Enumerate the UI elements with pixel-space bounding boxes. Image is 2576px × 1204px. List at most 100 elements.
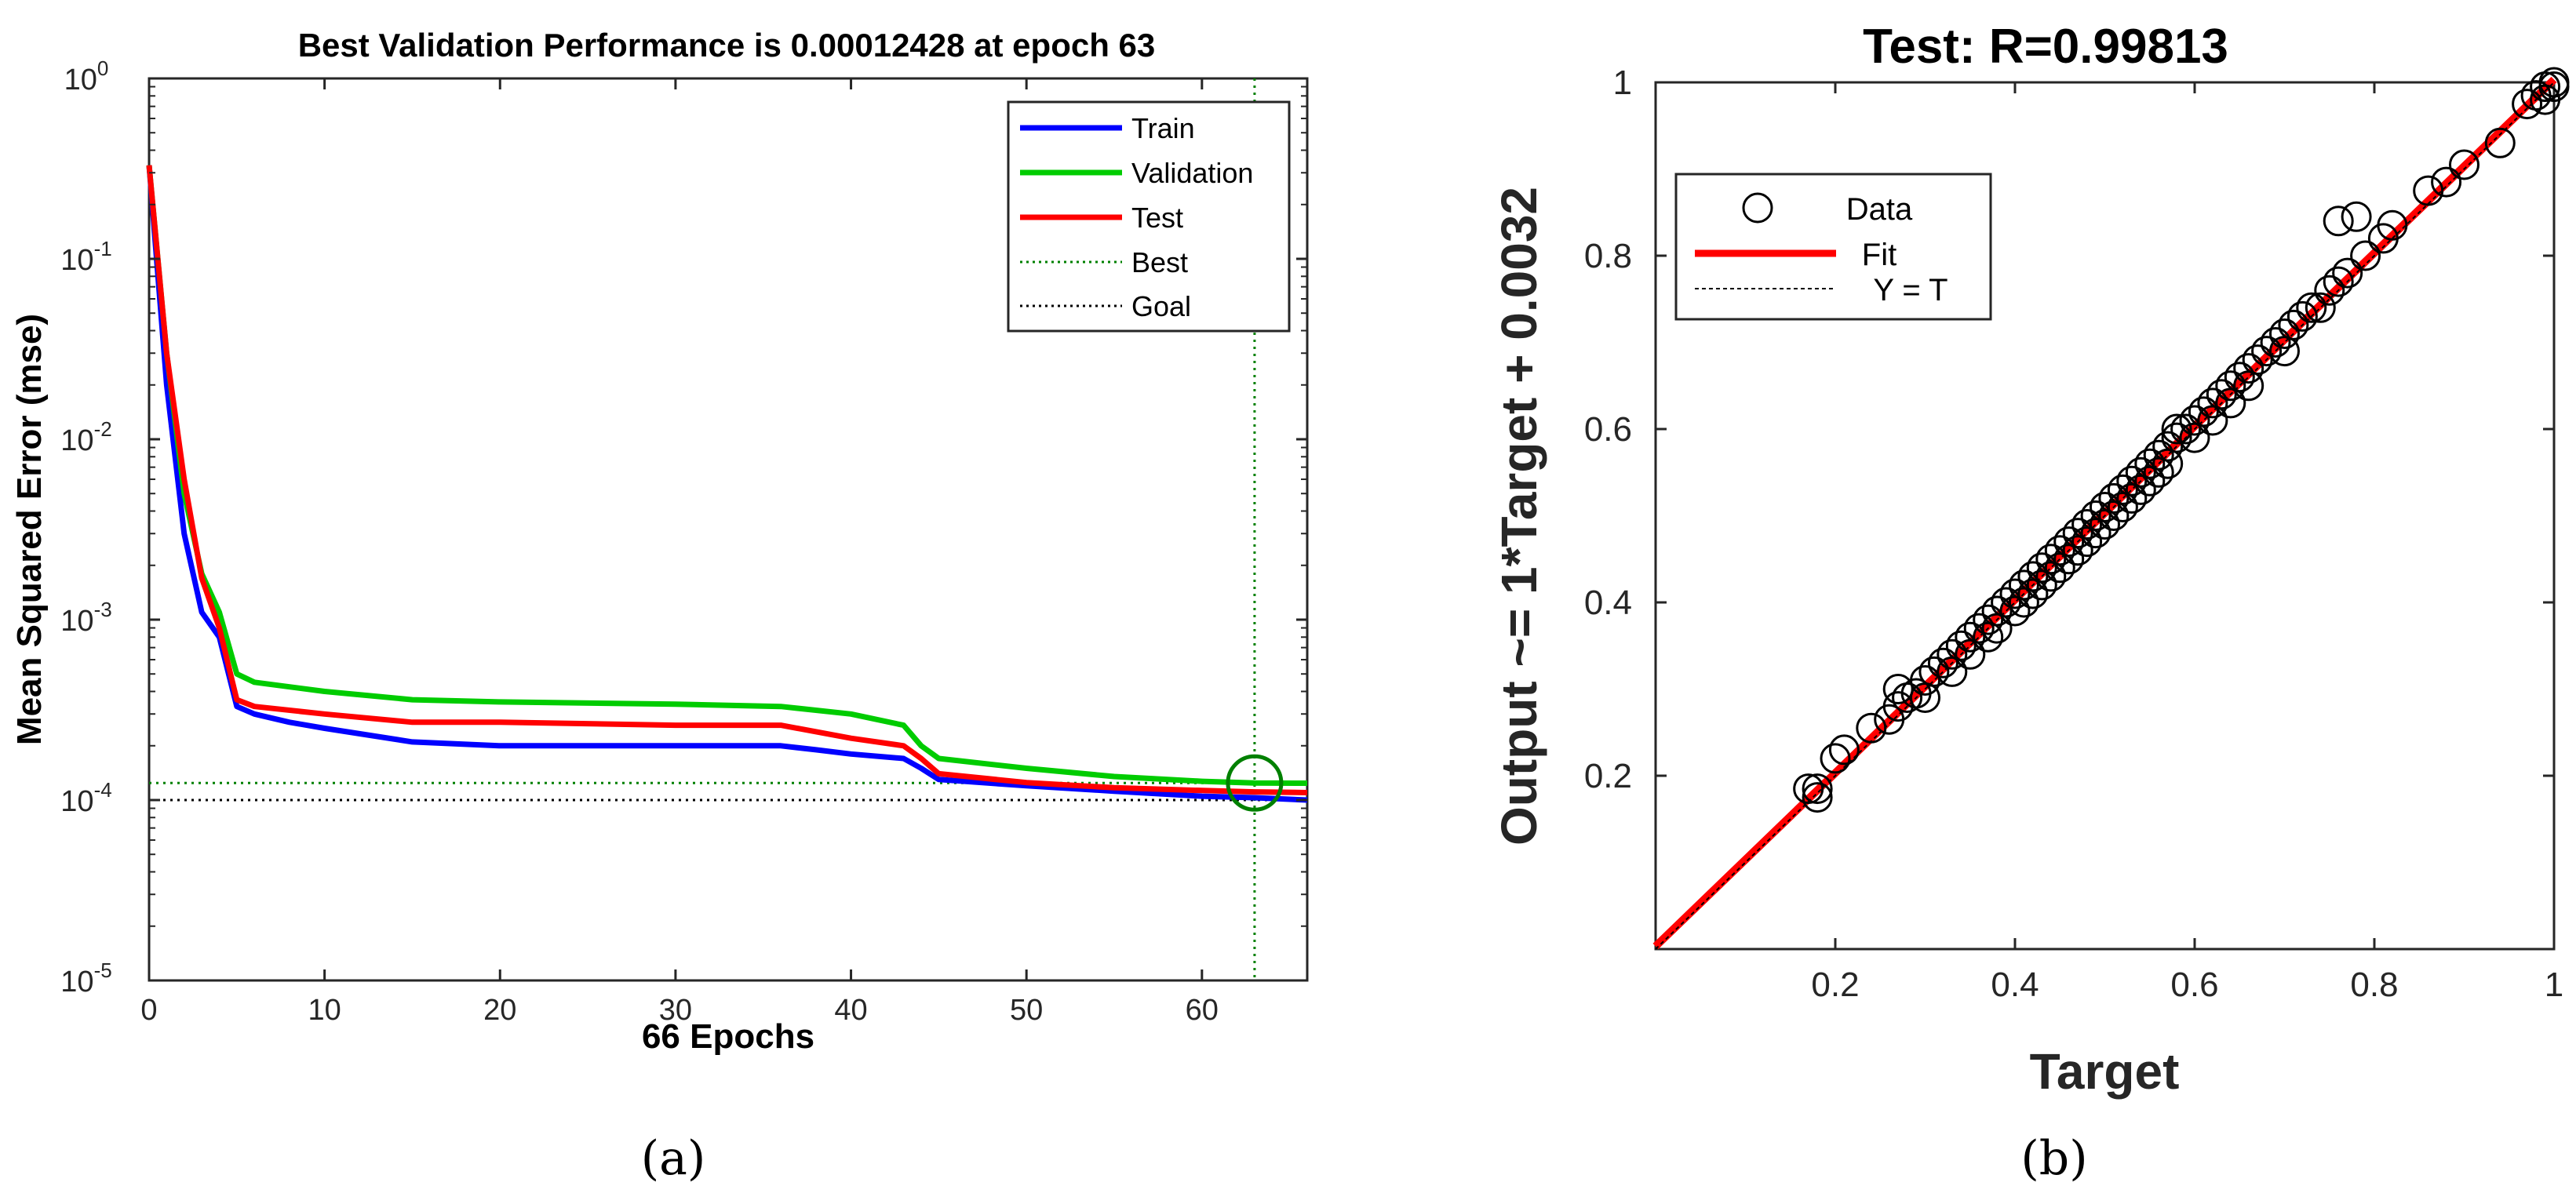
data-point [1802, 782, 1833, 813]
data-point [2251, 336, 2283, 367]
chart-a-xtick-label: 50 [1010, 994, 1043, 1027]
data-point [2188, 396, 2219, 427]
data-point [1793, 773, 1824, 805]
data-point [2431, 166, 2462, 198]
data-point [2269, 318, 2300, 349]
chart-a-xtick-label: 40 [834, 994, 867, 1027]
legend-fit-label: Fit [1862, 238, 1896, 272]
data-point [1955, 621, 1986, 653]
data-point [2260, 327, 2291, 358]
chart-a-ytick-label: 10-2 [60, 417, 111, 457]
series-line-test [146, 165, 1308, 795]
chart-a-ytick-label: 10-4 [60, 778, 111, 818]
data-point [1981, 595, 2013, 627]
data-point [2323, 206, 2354, 237]
chart-a-xtick-label: 60 [1186, 994, 1219, 1027]
chart-a-ytick-label: 100 [64, 56, 109, 96]
data-point [1828, 734, 1860, 766]
data-point [2071, 509, 2103, 540]
chart-b-xtick-label: 0.8 [2350, 966, 2398, 1004]
chart-b-xtick-label: 0.2 [1811, 966, 1859, 1004]
data-point [2080, 500, 2111, 531]
data-point [1927, 647, 1958, 678]
legend-data-marker [1742, 192, 1773, 224]
data-point [2170, 413, 2202, 445]
legend-data-label: Data [1846, 192, 1913, 227]
data-point [2197, 387, 2228, 419]
data-point [2233, 353, 2264, 384]
chart-b-ytick-label: 0.8 [1584, 237, 1632, 275]
chart-b-xlabel: Target [2030, 1043, 2180, 1100]
data-point [2341, 201, 2372, 232]
panel-a-label: (a) [641, 1131, 706, 1186]
chart-a-ytick-label: 10-1 [60, 237, 111, 277]
data-point [2305, 292, 2336, 323]
data-point [2161, 422, 2192, 453]
legend-goal-label: Goal [1131, 290, 1191, 322]
data-point [2530, 71, 2561, 102]
data-point [2098, 482, 2130, 514]
data-point [2090, 492, 2120, 522]
chart-a-ytick-label: 10-3 [60, 598, 111, 638]
data-point [2377, 209, 2408, 241]
data-point [1963, 613, 1995, 644]
data-point [1918, 656, 1950, 687]
data-point [2332, 257, 2363, 289]
chart-b-ytick-label: 0.4 [1584, 584, 1632, 622]
chart-a-xtick-label: 10 [308, 994, 341, 1027]
chart-b-legend: Data Fit Y = T [1674, 173, 1992, 321]
data-point [2026, 552, 2057, 584]
panel-b-label: (b) [2020, 1131, 2087, 1186]
data-point [2152, 431, 2184, 462]
data-point [2053, 526, 2085, 558]
data-point [2044, 535, 2075, 566]
series-line-train [146, 165, 1308, 803]
chart-b-ytick-label: 1 [1613, 64, 1632, 102]
data-point [2035, 544, 2067, 575]
data-point [2350, 240, 2381, 271]
chart-a-title: Best Validation Performance is 0.0001242… [298, 27, 1156, 64]
data-point [2161, 413, 2192, 445]
data-point [2224, 362, 2255, 393]
chart-b-ylabel: Output ~= 1*Target + 0.0032 [1491, 187, 1547, 846]
chart-b-ytick-label: 0.6 [1584, 410, 1632, 449]
data-point [2017, 561, 2049, 592]
chart-a-ylabel: Mean Squared Error (mse) [10, 314, 49, 745]
data-point [2484, 127, 2516, 158]
data-point [1945, 630, 1977, 661]
performance-chart: Best Validation Performance is 0.0001242… [10, 27, 1309, 1056]
data-point [2278, 309, 2309, 340]
chart-a-xlabel: 66 Epochs [642, 1017, 814, 1056]
data-point [1999, 578, 2031, 609]
data-point [2143, 439, 2174, 471]
data-point [1882, 674, 1914, 704]
data-point [2179, 405, 2210, 436]
data-point [1937, 638, 1968, 670]
legend-best-label: Best [1131, 246, 1188, 278]
data-point [2125, 457, 2156, 488]
data-point [2206, 379, 2237, 410]
data-point [2215, 370, 2246, 402]
legend-test-label: Test [1131, 202, 1183, 234]
data-point [2134, 448, 2166, 479]
legend-identity-label: Y = T [1873, 273, 1947, 307]
best-point-marker [1226, 754, 1284, 812]
data-point [2323, 266, 2354, 297]
chart-a-xtick-label: 20 [483, 994, 516, 1027]
data-point [1820, 743, 1851, 774]
chart-a-xtick-label: 30 [659, 994, 692, 1027]
chart-b-ytick-label: 0.2 [1584, 757, 1632, 795]
data-point [2008, 569, 2039, 601]
data-point [2296, 292, 2327, 323]
data-point [1973, 604, 2004, 635]
chart-b-title: Test: R=0.99813 [1863, 20, 2228, 74]
data-point [2512, 89, 2543, 120]
data-point [2413, 175, 2444, 206]
data-point [2242, 344, 2273, 376]
legend-train-label: Train [1131, 112, 1195, 144]
data-point [2107, 474, 2138, 505]
data-point [2286, 300, 2318, 332]
chart-b-xtick-label: 0.4 [1991, 966, 2039, 1004]
data-point [2449, 149, 2479, 180]
